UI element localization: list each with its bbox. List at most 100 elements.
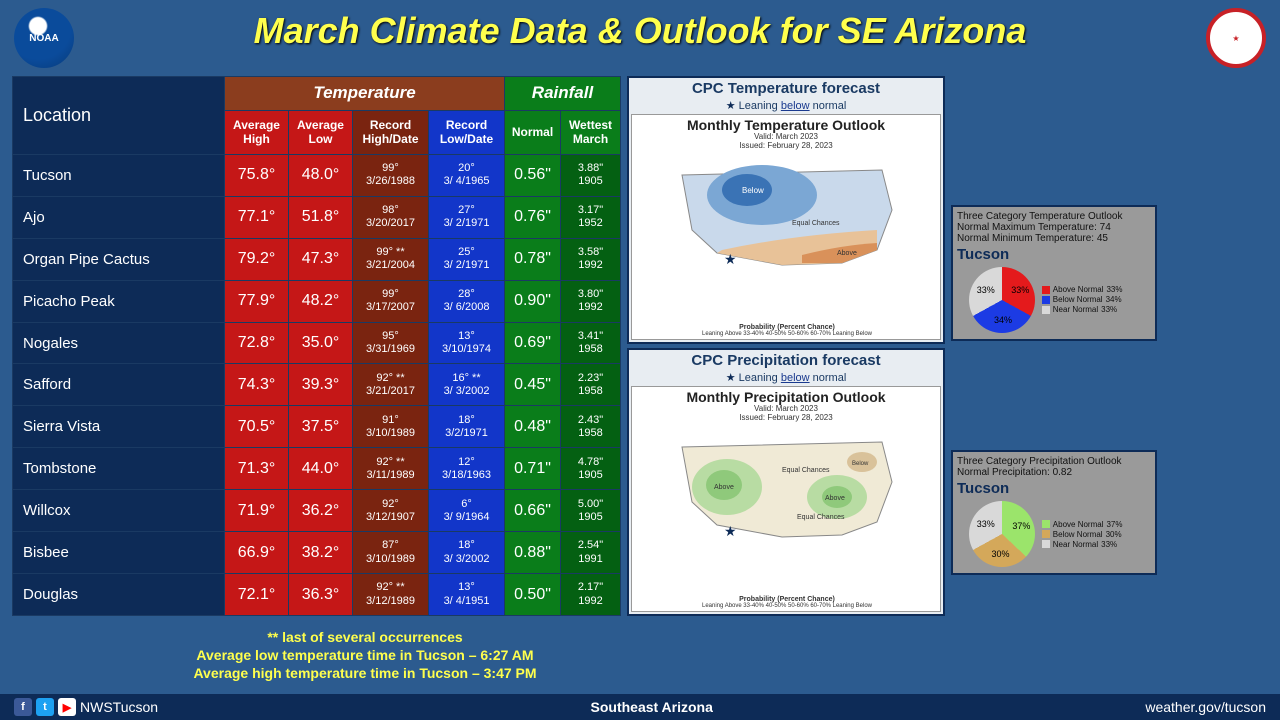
- temp-forecast-title: CPC Temperature forecast: [629, 78, 943, 99]
- th-rainfall: Rainfall: [505, 77, 621, 111]
- cell-avg-high: 75.8°: [225, 154, 289, 196]
- cell-normal: 0.90": [505, 280, 561, 322]
- cell-avg-low: 47.3°: [289, 238, 353, 280]
- table-row: Tombstone71.3°44.0°92° **3/11/198912°3/1…: [13, 448, 621, 490]
- temp-map: Monthly Temperature Outlook Valid: March…: [631, 114, 941, 340]
- cell-rec-low: 12°3/18/1963: [429, 448, 505, 490]
- th-location: Location: [13, 77, 225, 155]
- cell-avg-low: 38.2°: [289, 532, 353, 574]
- svg-text:Above: Above: [714, 484, 734, 491]
- table-row: Douglas72.1°36.3°92° **3/12/198913°3/ 4/…: [13, 574, 621, 616]
- svg-text:★: ★: [724, 251, 737, 267]
- precip-map: Monthly Precipitation Outlook Valid: Mar…: [631, 386, 941, 612]
- svg-text:Above: Above: [825, 495, 845, 502]
- temp-pie-box: Three Category Temperature Outlook Norma…: [951, 205, 1157, 341]
- table-row: Willcox71.9°36.2°92°3/12/19076°3/ 9/1964…: [13, 490, 621, 532]
- cell-avg-high: 66.9°: [225, 532, 289, 574]
- cell-rec-high: 92° **3/11/1989: [353, 448, 429, 490]
- cell-wettest: 2.17"1992: [561, 574, 621, 616]
- svg-text:Above: Above: [837, 250, 857, 257]
- cell-rec-low: 18°3/2/1971: [429, 406, 505, 448]
- table-row: Tucson75.8°48.0°99°3/26/198820°3/ 4/1965…: [13, 154, 621, 196]
- cell-avg-high: 72.8°: [225, 322, 289, 364]
- cell-rec-high: 91°3/10/1989: [353, 406, 429, 448]
- cell-location: Tombstone: [13, 448, 225, 490]
- facebook-icon[interactable]: f: [14, 698, 32, 716]
- cell-location: Douglas: [13, 574, 225, 616]
- cell-location: Safford: [13, 364, 225, 406]
- cell-rec-low: 13°3/10/1974: [429, 322, 505, 364]
- cell-rec-low: 16° **3/ 3/2002: [429, 364, 505, 406]
- table-row: Ajo77.1°51.8°98°3/20/201727°3/ 2/19710.7…: [13, 196, 621, 238]
- cell-normal: 0.69": [505, 322, 561, 364]
- cell-wettest: 5.00"1905: [561, 490, 621, 532]
- precip-pie-box: Three Category Precipitation Outlook Nor…: [951, 450, 1157, 575]
- cell-location: Nogales: [13, 322, 225, 364]
- cell-wettest: 3.17"1952: [561, 196, 621, 238]
- svg-text:Equal Chances: Equal Chances: [797, 514, 845, 521]
- cell-rec-low: 25°3/ 2/1971: [429, 238, 505, 280]
- cell-wettest: 3.88"1905: [561, 154, 621, 196]
- cell-avg-low: 37.5°: [289, 406, 353, 448]
- table-row: Organ Pipe Cactus79.2°47.3°99° **3/21/20…: [13, 238, 621, 280]
- cell-rec-high: 92°3/12/1907: [353, 490, 429, 532]
- th-temperature: Temperature: [225, 77, 505, 111]
- cell-avg-low: 48.2°: [289, 280, 353, 322]
- cell-rec-low: 18°3/ 3/2002: [429, 532, 505, 574]
- cell-normal: 0.48": [505, 406, 561, 448]
- temp-forecast-box: CPC Temperature forecast ★ Leaning below…: [627, 76, 945, 344]
- footer: f t ▶ NWSTucson Southeast Arizona weathe…: [0, 694, 1280, 720]
- cell-rec-high: 98°3/20/2017: [353, 196, 429, 238]
- cell-location: Picacho Peak: [13, 280, 225, 322]
- cell-wettest: 2.43"1958: [561, 406, 621, 448]
- th-rec-high: Record High/Date: [353, 110, 429, 154]
- temp-pie-chart: 33%34%33%: [969, 267, 1035, 333]
- cell-wettest: 2.54"1991: [561, 532, 621, 574]
- cell-rec-high: 99° **3/21/2004: [353, 238, 429, 280]
- cell-rec-high: 92° **3/21/2017: [353, 364, 429, 406]
- cell-avg-high: 77.1°: [225, 196, 289, 238]
- cell-avg-high: 77.9°: [225, 280, 289, 322]
- twitter-icon[interactable]: t: [36, 698, 54, 716]
- cell-rec-high: 95°3/31/1969: [353, 322, 429, 364]
- page-title: March Climate Data & Outlook for SE Ariz…: [0, 10, 1280, 52]
- social-handle: NWSTucson: [80, 699, 158, 715]
- cell-avg-low: 44.0°: [289, 448, 353, 490]
- table-row: Nogales72.8°35.0°95°3/31/196913°3/10/197…: [13, 322, 621, 364]
- svg-text:Below: Below: [742, 186, 764, 195]
- footnotes: ** last of several occurrences Average l…: [40, 628, 690, 683]
- cell-avg-high: 71.9°: [225, 490, 289, 532]
- cell-avg-high: 74.3°: [225, 364, 289, 406]
- cell-location: Bisbee: [13, 532, 225, 574]
- cell-avg-high: 79.2°: [225, 238, 289, 280]
- svg-text:★: ★: [724, 523, 737, 539]
- th-normal: Normal: [505, 110, 561, 154]
- cell-rec-low: 28°3/ 6/2008: [429, 280, 505, 322]
- cell-rec-high: 92° **3/12/1989: [353, 574, 429, 616]
- precip-forecast-lean: ★ Leaning below normal: [629, 371, 943, 384]
- cell-wettest: 2.23"1958: [561, 364, 621, 406]
- table-row: Sierra Vista70.5°37.5°91°3/10/198918°3/2…: [13, 406, 621, 448]
- svg-text:Below: Below: [852, 461, 869, 467]
- cell-location: Organ Pipe Cactus: [13, 238, 225, 280]
- th-avg-low: Average Low: [289, 110, 353, 154]
- cell-wettest: 3.80"1992: [561, 280, 621, 322]
- cell-rec-low: 20°3/ 4/1965: [429, 154, 505, 196]
- table-row: Safford74.3°39.3°92° **3/21/201716° **3/…: [13, 364, 621, 406]
- temp-us-map: Below Above Equal Chances ★: [662, 155, 912, 285]
- cell-normal: 0.76": [505, 196, 561, 238]
- climate-table: Location Temperature Rainfall Average Hi…: [12, 76, 621, 616]
- th-wettest: Wettest March: [561, 110, 621, 154]
- temp-forecast-lean: ★ Leaning below normal: [629, 99, 943, 112]
- precip-forecast-box: CPC Precipitation forecast ★ Leaning bel…: [627, 348, 945, 616]
- cell-avg-low: 51.8°: [289, 196, 353, 238]
- cell-location: Sierra Vista: [13, 406, 225, 448]
- youtube-icon[interactable]: ▶: [58, 698, 76, 716]
- precip-legend: Probability (Percent Chance) Leaning Abo…: [702, 596, 872, 609]
- cell-avg-high: 71.3°: [225, 448, 289, 490]
- cell-normal: 0.66": [505, 490, 561, 532]
- cell-avg-low: 39.3°: [289, 364, 353, 406]
- footer-url[interactable]: weather.gov/tucson: [1145, 699, 1266, 715]
- precip-forecast-title: CPC Precipitation forecast: [629, 350, 943, 371]
- cell-avg-high: 70.5°: [225, 406, 289, 448]
